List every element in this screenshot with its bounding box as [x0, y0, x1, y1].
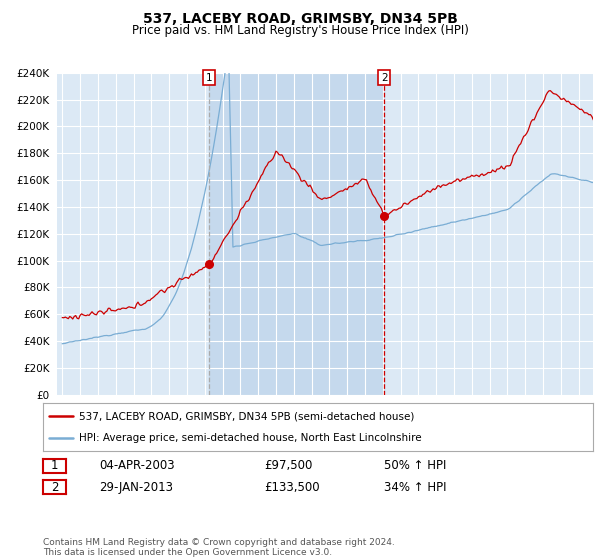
Bar	[209, 73, 384, 395]
Text: 34% ↑ HPI: 34% ↑ HPI	[384, 480, 446, 494]
Text: Contains HM Land Registry data © Crown copyright and database right 2024.
This d: Contains HM Land Registry data © Crown c…	[43, 538, 395, 557]
Text: £133,500: £133,500	[264, 480, 320, 494]
Text: 537, LACEBY ROAD, GRIMSBY, DN34 5PB (semi-detached house): 537, LACEBY ROAD, GRIMSBY, DN34 5PB (sem…	[79, 411, 414, 421]
Text: 1: 1	[206, 73, 212, 83]
Text: £97,500: £97,500	[264, 459, 313, 473]
Text: 537, LACEBY ROAD, GRIMSBY, DN34 5PB: 537, LACEBY ROAD, GRIMSBY, DN34 5PB	[143, 12, 457, 26]
Text: Price paid vs. HM Land Registry's House Price Index (HPI): Price paid vs. HM Land Registry's House …	[131, 24, 469, 37]
Text: 2: 2	[381, 73, 388, 83]
Text: HPI: Average price, semi-detached house, North East Lincolnshire: HPI: Average price, semi-detached house,…	[79, 433, 422, 443]
Text: 04-APR-2003: 04-APR-2003	[99, 459, 175, 473]
Text: 50% ↑ HPI: 50% ↑ HPI	[384, 459, 446, 473]
Text: 2: 2	[51, 480, 58, 494]
Text: 1: 1	[51, 459, 58, 473]
Text: 29-JAN-2013: 29-JAN-2013	[99, 480, 173, 494]
